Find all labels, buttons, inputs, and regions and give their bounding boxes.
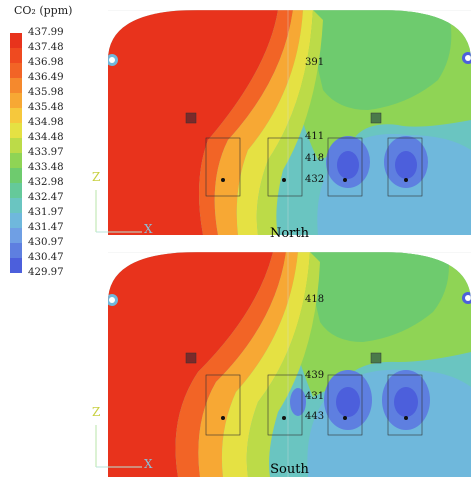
south-label-4: 443 xyxy=(305,411,325,422)
legend-value: 430.97 xyxy=(28,237,64,248)
legend-value: 437.99 xyxy=(28,27,64,38)
legend-swatch xyxy=(10,123,22,138)
south-label-3: 431 xyxy=(305,391,325,402)
north-x-axis-label: X xyxy=(144,222,153,236)
legend-swatch xyxy=(10,183,22,198)
legend-swatch xyxy=(10,93,22,108)
legend-swatch xyxy=(10,168,22,183)
north-label-2: 411 xyxy=(305,131,325,142)
south-panel: 418 439 431 443 South xyxy=(108,252,471,477)
south-axis-triad: Z X xyxy=(90,405,153,475)
legend-swatch xyxy=(10,33,22,48)
legend-swatch xyxy=(10,138,22,153)
legend-color-bar xyxy=(10,33,22,273)
legend-value: 432.98 xyxy=(28,177,64,188)
legend-value: 432.47 xyxy=(28,192,64,203)
south-panel-label: South xyxy=(270,462,309,477)
south-contour-plot xyxy=(108,252,471,477)
legend-value: 435.98 xyxy=(28,87,64,98)
legend-value: 434.48 xyxy=(28,132,64,143)
south-label-1: 418 xyxy=(305,294,325,305)
legend-value: 434.98 xyxy=(28,117,64,128)
north-label-3: 418 xyxy=(305,153,325,164)
legend-value: 431.97 xyxy=(28,207,64,218)
legend-swatch xyxy=(10,258,22,273)
north-z-axis-label: Z xyxy=(92,170,101,184)
north-axis-lines xyxy=(95,190,142,233)
legend-value: 431.47 xyxy=(28,222,64,233)
south-axis-lines xyxy=(95,425,142,468)
north-panel: 391 411 418 432 North xyxy=(108,10,471,241)
legend-swatch xyxy=(10,63,22,78)
north-axis-triad: Z X xyxy=(90,170,153,240)
north-label-1: 391 xyxy=(305,57,325,68)
south-z-axis-label: Z xyxy=(92,405,101,419)
color-legend: CO₂ (ppm) 437.99 437.48 436.98 436.49 435.98… xyxy=(0,0,100,278)
north-label-4: 432 xyxy=(305,174,325,185)
legend-swatch xyxy=(10,48,22,63)
legend-swatch xyxy=(10,198,22,213)
south-label-2: 439 xyxy=(305,370,325,381)
north-panel-label: North xyxy=(269,226,309,241)
legend-value: 433.97 xyxy=(28,147,64,158)
legend-value: 433.48 xyxy=(28,162,64,173)
legend-value: 429.97 xyxy=(28,267,64,278)
legend-swatch xyxy=(10,228,22,243)
south-x-axis-label: X xyxy=(144,457,153,471)
legend-value: 436.49 xyxy=(28,72,64,83)
legend-value: 435.48 xyxy=(28,102,64,113)
legend-swatch xyxy=(10,213,22,228)
legend-swatch xyxy=(10,243,22,258)
legend-swatch xyxy=(10,78,22,93)
legend-value: 436.98 xyxy=(28,57,64,68)
legend-title: CO₂ (ppm) xyxy=(14,4,73,17)
legend-value: 437.48 xyxy=(28,42,64,53)
legend-swatch xyxy=(10,108,22,123)
legend-swatch xyxy=(10,153,22,168)
legend-value: 430.47 xyxy=(28,252,64,263)
north-contour-plot xyxy=(108,10,471,235)
